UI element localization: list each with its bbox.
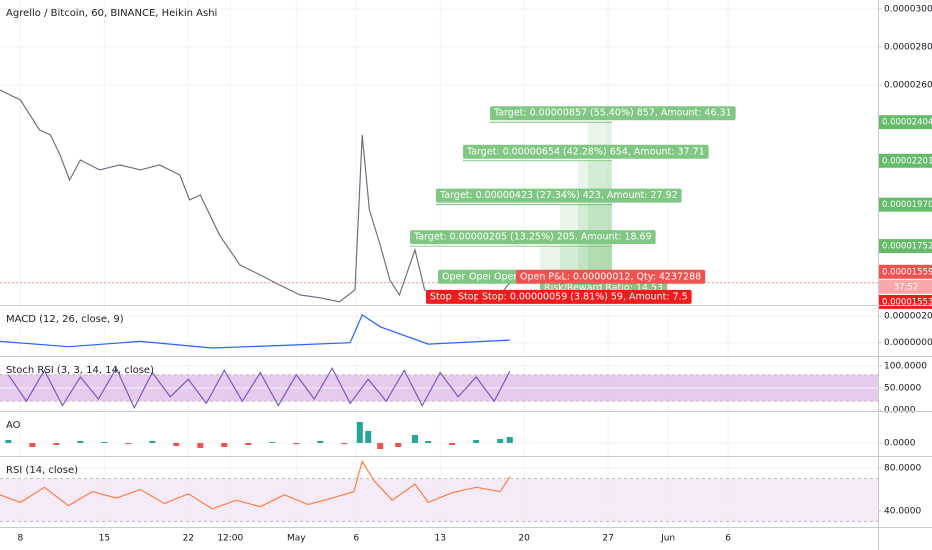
bar [317,441,324,443]
band-fill [0,478,878,522]
price-badge [879,239,932,254]
target-zone [578,160,612,283]
bar [506,437,513,443]
position-note: Stop: 0.00000059 (3.81%) 59, Amount: 7.5 [482,291,688,302]
countdown: 37:52 [894,282,919,292]
y-tick-label: 40.0000 [884,506,921,516]
bar [377,443,384,449]
bar [365,431,372,443]
countdown-box [879,279,932,294]
bar [77,441,84,443]
bar [341,443,348,444]
bar [5,440,12,443]
position-note: Target: 0.00000857 (55.40%) 857, Amount:… [493,108,732,119]
x-tick-label: 12:00 [217,534,243,544]
series-line [0,460,511,510]
position-note-box [478,289,692,304]
bar [125,443,132,444]
y-tick-label: 50.0000 [884,384,921,394]
x-tick-label: 6 [353,534,359,544]
open-label-box [490,269,524,284]
position-note: Open P&L: 0.00000012, Qty: 4237288 [520,271,701,282]
bar [293,443,300,444]
price-badge-label: 0.00001559 [882,267,932,277]
bar [173,443,180,446]
price-badge [879,115,932,130]
position-note-box [410,230,656,245]
panel-title: AO [6,420,21,431]
bar [449,443,456,445]
bar [29,443,36,447]
price-badge [879,153,932,168]
panel-title: MACD (12, 26, close, 9) [6,314,124,325]
bar [221,443,228,447]
bar [53,443,60,445]
bar [197,443,204,448]
price-badge-label: 0.00002201 [882,156,932,166]
x-tick-label: 22 [183,534,194,544]
stop-label: Stop [458,291,480,302]
y-tick-label: 100.0000 [884,362,927,372]
open-label: Open [469,271,494,282]
series-line [7,366,511,410]
open-label-box [438,269,472,284]
bar [149,441,156,443]
x-tick-label: 6 [725,534,731,544]
x-tick-label: May [287,534,306,544]
y-tick-label: 80.0000 [884,463,921,473]
x-tick-label: 15 [99,534,110,544]
price-badge-label: 0.00001970 [882,200,932,210]
price-badge-label: 0.00001553 [882,297,932,307]
position-note: Target: 0.00000654 (42.28%) 654, Amount:… [466,146,705,157]
series-line [0,89,511,303]
open-label: Open [442,271,467,282]
x-tick-label: 8 [18,534,24,544]
bar [497,439,504,443]
x-tick-label: 13 [434,534,445,544]
bar [425,441,432,443]
position-note: Target: 0.00000423 (27.34%) 423, Amount:… [439,190,678,201]
panel-title: Agrello / Bitcoin, 60, BINANCE, Heikin A… [6,8,217,19]
bar [412,435,419,443]
stop-label-box [454,289,484,304]
open-label: Open [494,271,519,282]
panel-title: Stoch RSI (3, 3, 14, 14, close) [6,365,154,376]
risk-reward-label: Risk/Reward Ratio: 14.53 [544,282,663,293]
price-badge [879,264,932,279]
bar [356,422,363,443]
x-tick-label: Jun [660,534,675,544]
position-note-box [436,188,682,203]
bar [269,442,276,443]
y-tick-label: 0.0000 [884,439,916,449]
position-note-box [516,269,706,284]
series-line [0,314,510,349]
y-tick-label: 0.00000000 [884,338,932,348]
position-note: Target: 0.00000205 (13.25%) 205, Amount:… [413,232,652,243]
bar [101,442,108,443]
panel-title: RSI (14, close) [6,465,78,476]
price-badge [879,197,932,212]
bar [473,440,480,443]
y-tick-label: 0.0000 [884,405,916,415]
position-note-box [490,106,736,121]
price-badge-label: 0.00001752 [882,242,932,252]
y-tick-label: 0.00002600 [884,80,932,90]
price-badge-label: 0.00002404 [882,118,932,128]
bar [395,443,402,447]
stop-label: Stop [430,291,452,302]
stop-label-box [426,289,456,304]
x-tick-label: 20 [518,534,530,544]
x-tick-label: 27 [602,534,613,544]
position-note-box [463,144,709,159]
bar [245,443,252,445]
